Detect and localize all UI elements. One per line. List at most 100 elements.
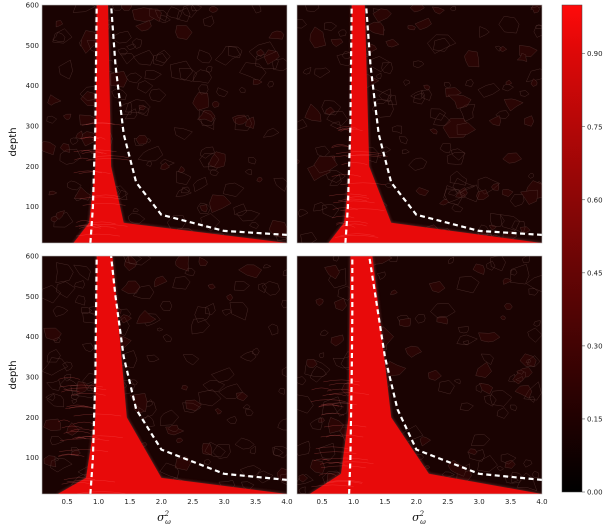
noise-contour — [398, 136, 408, 145]
noise-contour — [46, 393, 64, 408]
noise-contour — [110, 30, 132, 44]
noise-contour — [263, 127, 280, 138]
noise-contour — [208, 151, 226, 169]
noise-contour — [376, 271, 386, 280]
noise-contour — [172, 276, 191, 290]
region-contour — [336, 221, 368, 224]
noise-contour — [211, 367, 235, 383]
region-contour — [59, 384, 103, 388]
noise-contour — [199, 204, 208, 213]
noise-contour — [62, 361, 73, 372]
noise-contour — [408, 157, 428, 171]
noise-contour — [124, 256, 138, 271]
noise-contour — [55, 210, 65, 220]
region-contour — [58, 453, 79, 457]
high-region — [57, 256, 287, 494]
noise-contour — [465, 79, 474, 87]
region-contour — [340, 233, 375, 236]
region-contour — [331, 174, 361, 177]
noise-contour — [533, 320, 541, 327]
noise-contour — [160, 301, 173, 311]
noise-contour — [45, 393, 56, 401]
x-tick-label: 4.0 — [281, 498, 292, 506]
region-contour — [335, 151, 381, 154]
noise-contour — [403, 79, 411, 86]
noise-contour — [318, 442, 336, 460]
noise-contour — [448, 189, 458, 196]
x-axis-label-right: σ2 ω — [412, 510, 426, 526]
noise-contour — [297, 376, 307, 386]
noise-contour — [433, 112, 451, 126]
region-contour — [66, 479, 116, 483]
noise-contour — [297, 440, 311, 456]
noise-contour — [309, 26, 327, 49]
noise-contour — [430, 108, 446, 121]
region-contour — [69, 406, 96, 409]
colorbar-tick-label: 0.90 — [587, 50, 603, 58]
noise-contour — [328, 268, 347, 289]
noise-contour — [502, 189, 514, 197]
noise-contour — [198, 257, 208, 266]
left-dashed-line — [89, 256, 98, 494]
noise-contour — [110, 71, 128, 88]
noise-contour — [133, 49, 155, 66]
noise-contour — [324, 22, 337, 31]
noise-contour — [268, 30, 285, 40]
noise-contour — [214, 408, 222, 415]
y-axis-label-bottom: depth — [8, 360, 19, 389]
noise-contour — [166, 6, 183, 19]
noise-contour — [234, 115, 253, 131]
x-tick-label: 3.5 — [250, 498, 261, 506]
noise-contour — [135, 20, 152, 32]
noise-contour — [242, 404, 251, 409]
noise-contour — [399, 318, 411, 327]
noise-contour — [495, 110, 510, 119]
noise-contour — [60, 143, 70, 153]
noise-contour — [268, 323, 279, 336]
noise-contour — [272, 58, 287, 71]
noise-contour — [519, 90, 530, 97]
noise-contour — [236, 210, 261, 222]
noise-contour — [182, 354, 200, 366]
noise-contour — [248, 41, 277, 61]
noise-contour — [443, 188, 463, 205]
region-contour — [336, 126, 358, 129]
noise-contour — [297, 119, 308, 131]
right-dashed-line — [368, 256, 542, 481]
y-tick-label: 100 — [26, 454, 39, 462]
noise-contour — [120, 314, 132, 324]
noise-contour — [459, 402, 474, 411]
noise-contour — [402, 149, 410, 154]
noise-contour — [181, 385, 188, 391]
noise-contour — [205, 303, 216, 315]
noise-contour — [207, 283, 216, 290]
noise-contour — [477, 83, 500, 98]
colorbar-gradient — [561, 4, 583, 493]
noise-contour — [155, 49, 171, 64]
noise-contour — [500, 453, 517, 465]
noise-contour — [175, 256, 189, 272]
region-contour — [82, 136, 99, 140]
region-contour — [79, 226, 101, 229]
region-contour — [315, 446, 349, 449]
noise-contour — [74, 280, 85, 289]
noise-contour — [226, 416, 237, 424]
noise-contour — [135, 135, 148, 145]
noise-contour — [221, 309, 232, 316]
y-axis-label-top: depth — [8, 127, 19, 156]
panel-frame — [41, 4, 288, 244]
noise-contour — [385, 39, 400, 48]
noise-contour — [305, 5, 320, 12]
region-contour — [86, 158, 133, 161]
region-contour — [318, 404, 344, 408]
noise-contour — [315, 145, 330, 158]
noise-contour — [441, 471, 455, 478]
noise-contour — [527, 355, 541, 368]
noise-contour — [209, 6, 219, 13]
noise-contour — [272, 447, 284, 456]
noise-contour — [215, 46, 241, 66]
region-contour — [340, 182, 386, 185]
x-tick-label: 2.5 — [187, 498, 198, 506]
noise-contour — [310, 459, 325, 474]
noise-contour — [423, 84, 431, 91]
